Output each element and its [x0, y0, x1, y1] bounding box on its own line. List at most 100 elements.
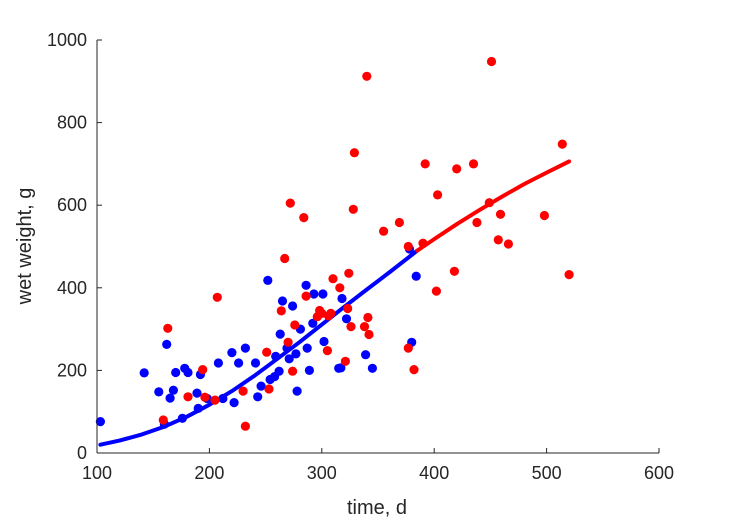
data-point-s0-7	[171, 367, 181, 378]
data-point-s0-23	[256, 381, 266, 391]
data-point-s1-30	[346, 322, 356, 332]
data-point-s1-25	[328, 274, 338, 284]
data-point-s1-36	[364, 329, 374, 340]
data-point-s1-12	[280, 253, 290, 264]
data-point-s0-0	[95, 417, 105, 427]
data-point-s1-33	[359, 322, 370, 332]
data-point-s0-49	[367, 363, 377, 373]
data-point-s0-1	[139, 368, 149, 378]
data-point-s1-37	[379, 226, 389, 236]
data-point-s0-29	[275, 329, 285, 339]
data-point-s1-43	[420, 159, 430, 169]
data-point-s1-48	[468, 159, 479, 169]
x-tick-label-400: 400	[419, 463, 449, 483]
y-axis-title: wet weight, g	[14, 188, 36, 306]
data-point-s1-50	[484, 198, 494, 208]
y-tick-label-800: 800	[57, 113, 87, 133]
data-point-s1-42	[418, 238, 428, 248]
data-point-s0-16	[218, 393, 228, 404]
data-point-s0-8	[177, 413, 187, 423]
data-point-s0-6	[168, 385, 178, 395]
data-point-s1-46	[449, 266, 459, 276]
data-point-s1-45	[433, 190, 443, 200]
data-point-s1-44	[431, 286, 441, 296]
data-point-s1-11	[276, 306, 286, 316]
x-axis-title: time, d	[347, 497, 407, 519]
data-point-s0-33	[288, 301, 298, 311]
data-point-s0-28	[274, 366, 284, 376]
data-point-s1-39	[403, 343, 413, 353]
data-point-s1-8	[240, 421, 250, 431]
series-layer	[95, 56, 574, 447]
data-point-s1-18	[301, 291, 311, 301]
data-point-s1-55	[539, 210, 550, 221]
data-point-s1-27	[340, 356, 350, 366]
data-point-s0-18	[229, 398, 239, 408]
data-point-s0-20	[240, 343, 250, 353]
data-point-s1-4	[200, 392, 210, 402]
data-point-s1-2	[183, 392, 193, 402]
data-point-s1-13	[283, 337, 293, 347]
data-point-s0-47	[341, 314, 352, 324]
data-point-s1-31	[348, 204, 358, 214]
data-point-s1-5	[210, 395, 220, 405]
data-point-s1-14	[285, 198, 295, 208]
data-point-s0-12	[193, 403, 203, 413]
data-point-s0-39	[304, 365, 314, 375]
data-point-s0-30	[277, 296, 288, 306]
data-point-s0-5	[165, 393, 175, 403]
data-point-s0-24	[263, 275, 273, 285]
data-point-s0-21	[250, 358, 261, 368]
data-point-s1-52	[493, 235, 503, 245]
data-point-s1-29	[344, 268, 354, 278]
data-point-s0-41	[309, 289, 319, 299]
data-point-s1-24	[326, 308, 336, 318]
data-point-s1-6	[212, 292, 222, 302]
data-point-s1-41	[409, 365, 419, 375]
data-point-s0-42	[318, 289, 328, 299]
x-tick-label-600: 600	[644, 463, 674, 483]
x-tick-label-500: 500	[532, 463, 562, 483]
data-point-s1-32	[349, 148, 359, 158]
data-point-s1-49	[472, 217, 482, 228]
fit-line-2	[98, 248, 420, 447]
data-point-s0-10	[183, 367, 193, 378]
data-point-s1-34	[362, 71, 372, 81]
y-tick-label-200: 200	[57, 360, 87, 380]
data-point-s1-35	[363, 312, 373, 323]
data-point-s0-37	[301, 280, 311, 290]
fit-line-3	[415, 159, 572, 253]
data-point-s0-35	[292, 386, 302, 396]
y-tick-label-600: 600	[57, 195, 87, 215]
data-point-s1-28	[343, 303, 353, 314]
data-point-s1-9	[262, 347, 272, 357]
data-point-s0-40	[308, 318, 318, 328]
data-point-s0-22	[253, 392, 263, 402]
data-point-s1-15	[288, 366, 298, 376]
data-point-s0-34	[291, 349, 301, 359]
data-point-s1-56	[557, 139, 567, 149]
data-point-s1-0	[158, 415, 168, 425]
data-point-s0-46	[337, 293, 347, 304]
data-point-s1-22	[322, 346, 332, 356]
x-tick-label-300: 300	[307, 463, 337, 483]
data-point-s1-38	[394, 217, 404, 228]
data-point-s0-43	[319, 336, 329, 347]
data-point-s1-54	[503, 239, 513, 249]
data-point-s0-27	[271, 351, 281, 361]
data-point-s0-11	[192, 388, 202, 398]
data-point-s1-53	[495, 209, 506, 219]
data-point-s1-10	[264, 384, 274, 394]
y-tick-label-0: 0	[77, 443, 87, 463]
data-point-s0-45	[336, 363, 346, 373]
data-point-s1-57	[564, 270, 574, 280]
data-point-s0-15	[213, 358, 223, 368]
y-tick-label-400: 400	[57, 278, 87, 298]
data-point-s1-7	[238, 386, 248, 396]
data-point-s0-38	[302, 343, 312, 353]
data-point-s1-51	[486, 56, 497, 67]
x-tick-label-200: 200	[194, 463, 224, 483]
data-point-s0-2	[154, 387, 164, 397]
data-point-s0-17	[227, 348, 237, 358]
